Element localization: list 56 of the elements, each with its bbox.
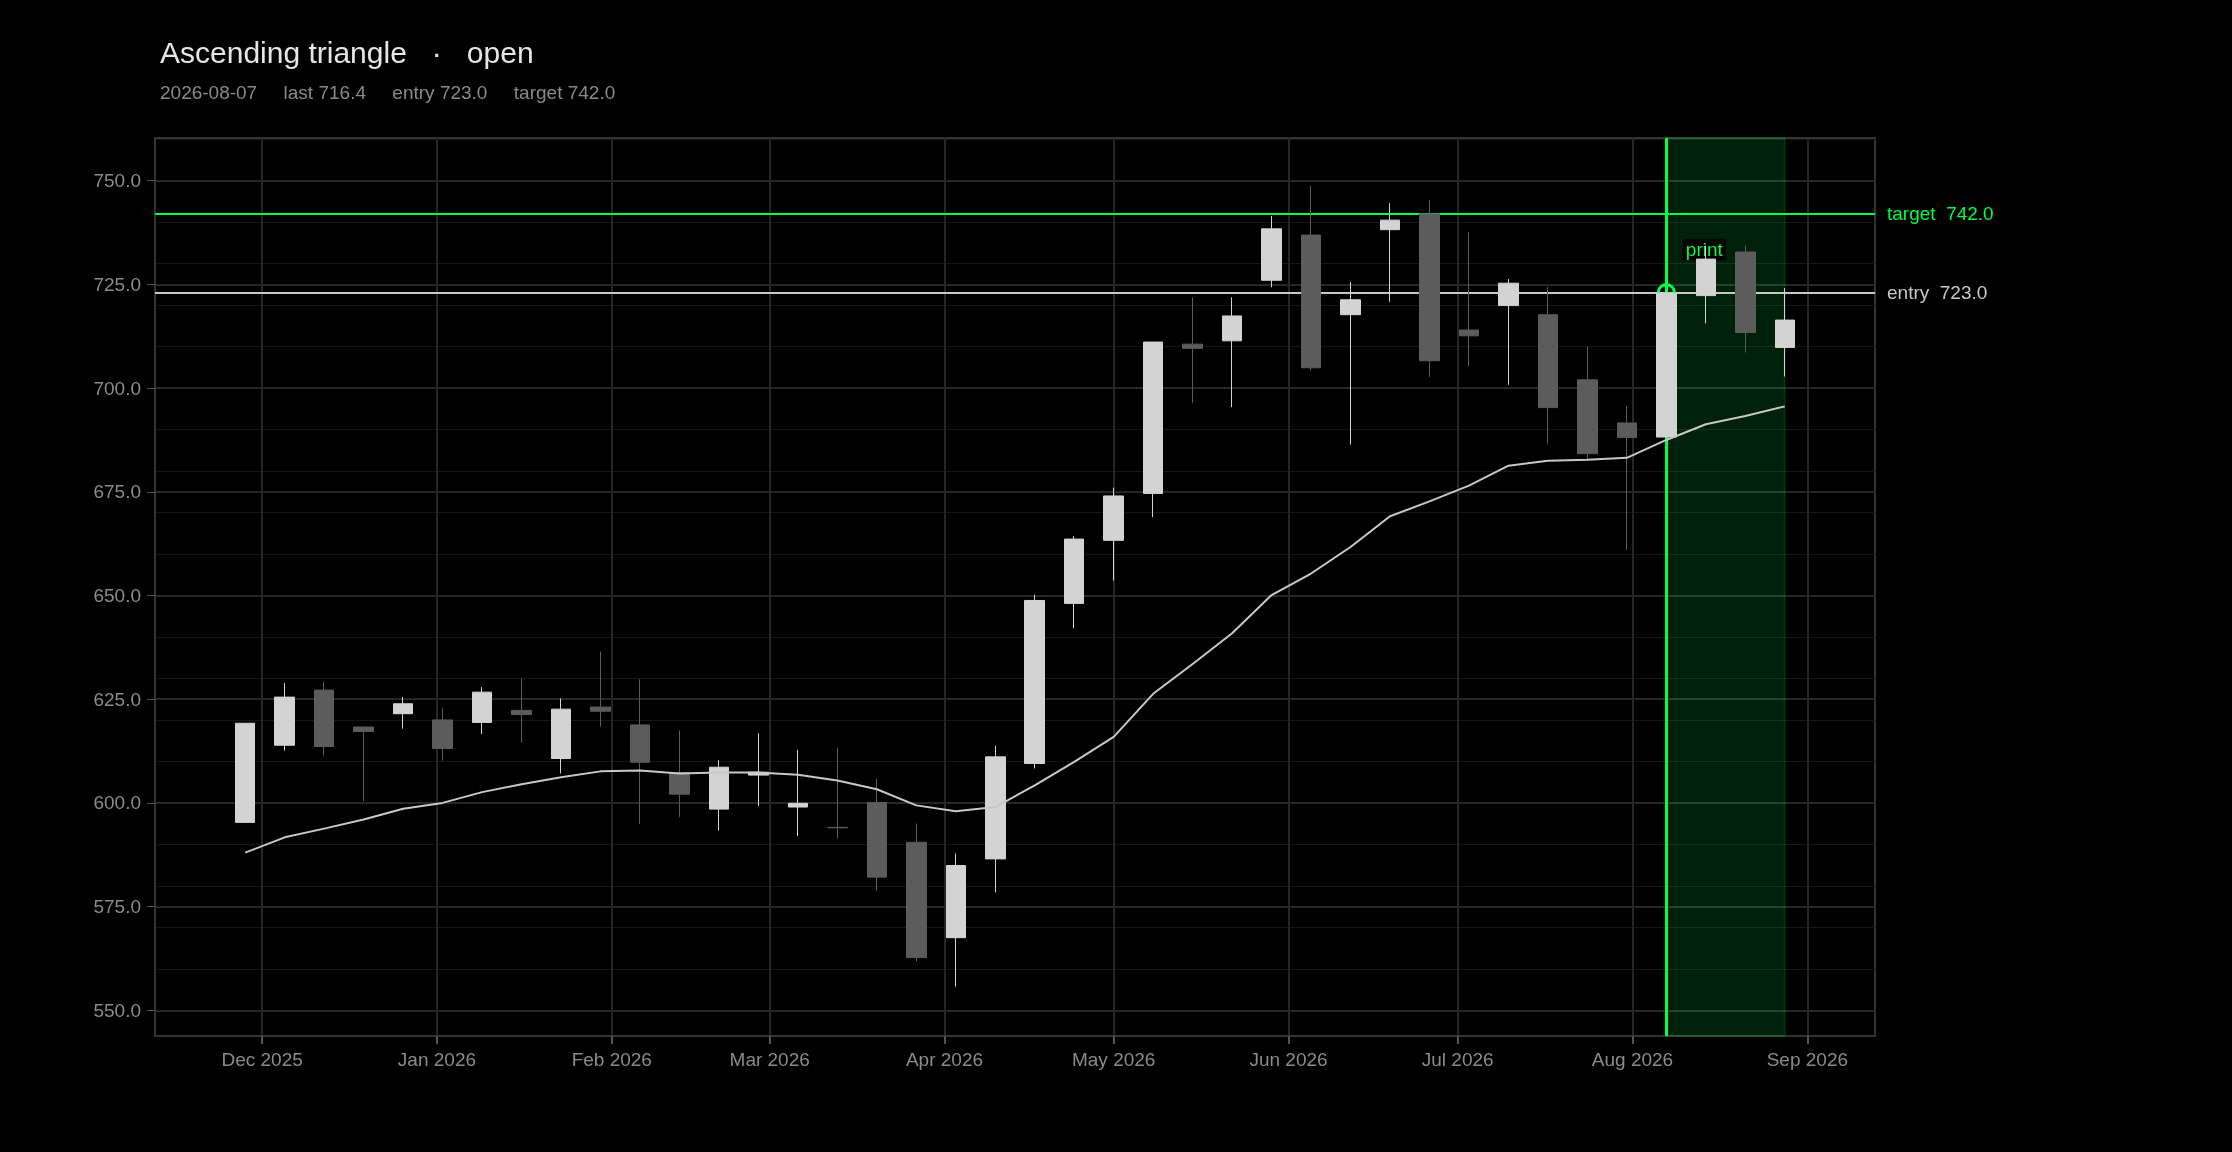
candlestick <box>1459 231 1479 368</box>
candlestick <box>1143 341 1163 518</box>
candlestick <box>432 707 453 762</box>
candlestick <box>630 678 650 825</box>
candlestick <box>551 697 571 774</box>
candlestick <box>1182 296 1203 404</box>
candlestick <box>906 823 927 962</box>
x-tick-label: May 2026 <box>1071 1049 1156 1070</box>
candlestick <box>235 722 255 823</box>
x-tick-label: Mar 2026 <box>729 1049 810 1070</box>
candlestick <box>867 778 887 892</box>
candlestick <box>1419 199 1440 378</box>
x-tick-label: Jan 2026 <box>397 1049 477 1070</box>
candlestick <box>1538 286 1558 445</box>
candlestick <box>472 686 492 735</box>
candlestick <box>274 682 295 752</box>
candlestick <box>1577 346 1598 461</box>
x-tick-label: Aug 2026 <box>1591 1049 1674 1070</box>
candlestick <box>1222 296 1242 408</box>
candlestick <box>1617 405 1637 551</box>
x-tick-label: Jul 2026 <box>1421 1049 1494 1070</box>
x-tick-label: Apr 2026 <box>905 1049 984 1070</box>
candlestick <box>1064 535 1084 629</box>
y-tick-label: 600.0 <box>93 792 141 814</box>
candlestick <box>1735 244 1756 353</box>
y-tick-label: 725.0 <box>93 273 141 295</box>
y-tick-label: 550.0 <box>93 999 141 1021</box>
candlestick <box>1024 594 1045 769</box>
candlestick <box>353 726 374 802</box>
candlestick <box>511 677 532 744</box>
ref-line-label: target 742.0 <box>1887 203 1994 225</box>
candlestick <box>827 747 848 840</box>
x-tick-label: Jun 2026 <box>1249 1049 1328 1070</box>
y-tick-label: 750.0 <box>93 170 141 192</box>
x-tick-label: Sep 2026 <box>1766 1049 1849 1070</box>
candlestick <box>788 749 808 837</box>
x-tick-label: Dec 2025 <box>221 1049 303 1070</box>
candlestick <box>669 729 690 818</box>
candlestick <box>393 696 413 730</box>
candlestick <box>748 732 769 807</box>
candlestick <box>590 651 611 728</box>
y-tick-label: 650.0 <box>93 585 141 606</box>
candlestick <box>1103 487 1124 582</box>
candlestick <box>709 759 729 832</box>
y-tick-label: 575.0 <box>93 896 141 918</box>
chart-title: Ascending triangle · open <box>160 35 534 69</box>
chart-subtitle: 2026-08-07 last 716.4 entry 723.0 target 742.0 <box>160 82 616 103</box>
y-tick-label: 700.0 <box>93 377 141 399</box>
candlestick <box>1301 185 1321 372</box>
candlestick <box>1261 215 1282 288</box>
candlestick <box>314 681 334 757</box>
y-tick-label: 675.0 <box>93 481 141 503</box>
y-tick-label: 625.0 <box>93 688 141 710</box>
candlestick <box>946 853 966 988</box>
x-tick-label: Feb 2026 <box>571 1049 652 1070</box>
ref-line-label: entry 723.0 <box>1887 282 1988 304</box>
